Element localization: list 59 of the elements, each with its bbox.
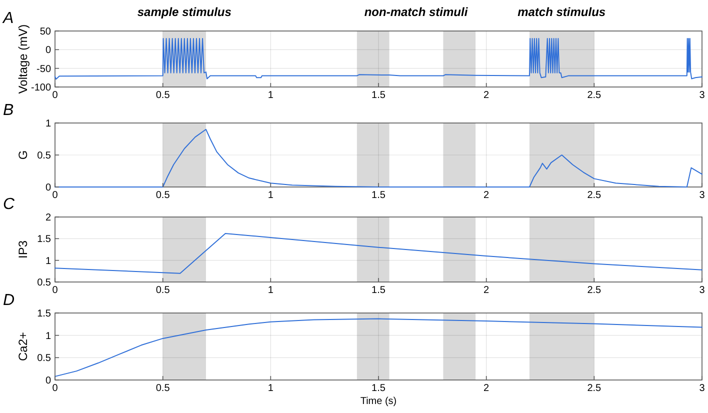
x-tick-label: 2.5 bbox=[587, 285, 602, 296]
chart-title: D bbox=[3, 292, 15, 309]
x-tick-label: 2 bbox=[484, 90, 490, 101]
x-tick-label: 1 bbox=[268, 190, 274, 201]
x-tick-label: 3 bbox=[699, 190, 706, 201]
text: sample stimulus bbox=[137, 5, 232, 19]
x-tick-label: 0 bbox=[52, 190, 58, 201]
y-tick-label: 1 bbox=[45, 118, 52, 130]
x-tick-label: 1.5 bbox=[372, 190, 386, 201]
chart-title: B bbox=[3, 102, 14, 119]
x-tick-label: 0.5 bbox=[156, 90, 170, 101]
y-tick-label: 0 bbox=[45, 376, 52, 386]
y-axis-title: G bbox=[16, 150, 30, 160]
text: non-match stimuli bbox=[364, 5, 468, 19]
y-tick-label: 1 bbox=[45, 256, 52, 267]
y-axis-title: Voltage (mV) bbox=[16, 24, 30, 94]
y-tick-label: 1.5 bbox=[37, 234, 52, 246]
x-tick-label: 2.5 bbox=[587, 90, 602, 101]
y-tick-label: 0.5 bbox=[37, 150, 52, 162]
x-axis-title: Time (s) bbox=[360, 396, 397, 407]
x-tick-label: 0.5 bbox=[156, 383, 170, 394]
x-tick-label: 2.5 bbox=[587, 383, 602, 394]
x-tick-label: 2 bbox=[484, 383, 490, 394]
x-tick-label: 3 bbox=[699, 285, 706, 296]
y-tick-label: 0 bbox=[45, 182, 52, 194]
text: match stimulus bbox=[518, 5, 606, 19]
x-tick-label: 1.5 bbox=[372, 285, 386, 296]
line-series bbox=[54, 232, 702, 274]
y-tick-label: 0.5 bbox=[37, 278, 52, 288]
x-tick-label: 2 bbox=[484, 285, 490, 296]
x-tick-label: 1.5 bbox=[372, 90, 386, 101]
x-tick-label: 0 bbox=[52, 383, 58, 394]
line-series bbox=[54, 128, 702, 188]
x-tick-label: 2 bbox=[484, 190, 490, 201]
y-tick-label: 1 bbox=[45, 330, 52, 342]
x-tick-label: 0 bbox=[52, 285, 58, 296]
y-tick-label: -100 bbox=[30, 82, 52, 94]
x-tick-label: 2.5 bbox=[587, 190, 602, 201]
y-tick-label: 0 bbox=[45, 45, 52, 56]
line-series bbox=[54, 38, 702, 80]
x-tick-label: 3 bbox=[699, 383, 706, 394]
y-tick-label: 50 bbox=[40, 26, 52, 38]
x-tick-label: 1.5 bbox=[372, 383, 386, 394]
y-axis-title: IP3 bbox=[16, 240, 30, 259]
y-axis-title: Ca2+ bbox=[16, 332, 30, 362]
x-tick-label: 3 bbox=[699, 90, 706, 101]
x-tick-label: 1 bbox=[268, 383, 274, 394]
x-tick-label: 0 bbox=[52, 90, 58, 101]
y-tick-label: -50 bbox=[36, 64, 52, 75]
y-tick-label: 2 bbox=[45, 212, 52, 224]
line-series bbox=[54, 318, 702, 377]
y-tick-label: 1.5 bbox=[37, 308, 52, 320]
x-tick-label: 1 bbox=[268, 90, 274, 101]
x-tick-label: 0.5 bbox=[156, 285, 170, 296]
y-tick-label: 0.5 bbox=[37, 353, 52, 364]
chart-title: A bbox=[2, 10, 14, 27]
x-tick-label: 0.5 bbox=[156, 190, 170, 201]
chart-title: C bbox=[3, 196, 15, 213]
x-tick-label: 1 bbox=[268, 285, 274, 296]
